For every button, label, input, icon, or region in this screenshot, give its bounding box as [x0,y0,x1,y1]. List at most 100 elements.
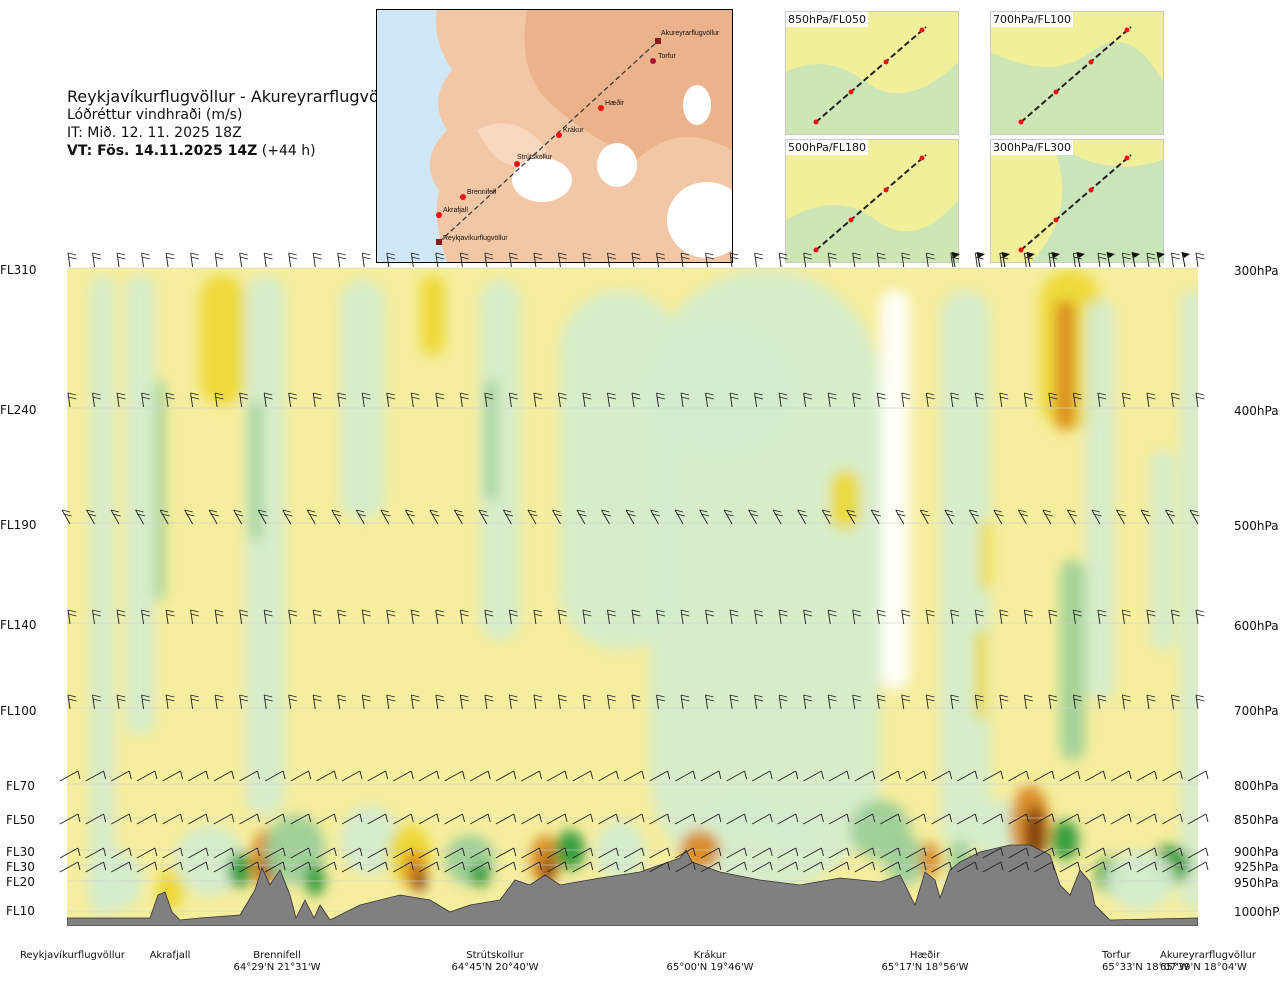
wind-barb [623,861,645,873]
barb-staff [85,861,104,873]
barb-staff [367,770,386,782]
barb-feather [509,694,518,698]
wind-barb [598,813,619,825]
barb-staff [777,770,797,782]
barb-staff [777,861,797,873]
barb-staff [453,509,463,525]
wp-label-haedir: Hæðir [605,99,625,107]
barb-feather [282,509,291,513]
barb-feather [307,509,316,513]
barb-feather [641,861,645,871]
mini-map-500[interactable]: 500hPa/FL180 [785,139,959,263]
barb-feather [877,392,886,396]
barb-staff [214,252,218,268]
barb-staff [141,609,145,625]
wind-barb [136,847,158,859]
barb-feather [154,770,158,780]
barb-feather [257,813,260,823]
wind-barb [854,770,876,782]
wind-barb [1097,252,1107,268]
barb-feather [282,861,286,871]
barb-feather [803,252,812,256]
field-streak [200,275,245,405]
field-streak [880,290,910,690]
barb-staff [1097,392,1101,408]
barb-staff [111,861,130,873]
barb-feather [1147,698,1156,702]
barb-staff [852,252,856,268]
barb-staff [797,509,807,525]
barb-staff [870,509,880,525]
wind-barb [700,847,722,859]
barb-staff [316,861,335,873]
barb-staff [999,392,1003,408]
barb-staff [1136,813,1155,825]
barb-staff [931,847,950,859]
barb-feather [877,252,886,256]
barb-feather [754,613,764,617]
barb-staff [951,251,956,268]
barb-feather [485,698,494,702]
barb-staff [1195,392,1199,408]
wind-barb [777,770,799,782]
wp-label-reykjavik: Reykjavíkurflugvöllur [443,235,508,242]
mini-map-850[interactable]: 850hPa/FL050 [785,11,959,135]
barb-staff [59,770,79,782]
barb-feather [923,847,927,857]
field-streak [155,380,165,600]
barb-staff [136,847,156,859]
barb-staff [527,509,537,525]
barb-feather [754,396,764,400]
barb-staff [1001,251,1006,268]
barb-feather [877,694,886,698]
wind-barb [852,694,862,710]
barb-staff [656,694,659,710]
barb-staff [876,252,880,268]
barb-staff [184,509,193,525]
wind-barb [1121,694,1131,710]
barb-staff [484,694,488,710]
wind-barb [705,694,715,710]
barb-staff [656,252,659,268]
barb-staff [533,694,537,710]
barb-feather [1000,847,1004,857]
mini-map-300[interactable]: 300hPa/FL300 [990,139,1164,263]
barb-feather [288,396,298,400]
barb-feather [1024,392,1033,396]
wind-barb [876,609,886,625]
barb-staff [1165,509,1174,525]
wind-barb [429,509,440,525]
barb-feather [460,256,469,260]
barb-staff [1187,861,1207,873]
barb-feather [744,861,747,871]
barb-feather [1171,392,1180,396]
wind-barb [1162,847,1183,859]
barb-feather [1098,396,1107,400]
barb-staff [213,861,233,873]
mini-map-canvas [786,26,958,134]
barb-feather [926,613,935,617]
barb-feather [1073,396,1082,400]
wind-barb [116,609,126,625]
barb-staff [306,509,316,525]
barb-feather [615,770,619,780]
barb-feather [1117,513,1127,517]
barb-staff [136,861,156,873]
barb-feather [1195,694,1205,698]
barb-feather [583,613,592,617]
barb-feather [436,256,445,260]
barb-feather [190,609,199,613]
field-streak [980,520,990,590]
barb-staff [239,392,243,408]
wind-barb [723,509,734,525]
barb-staff [1048,392,1052,408]
wind-barb [213,847,235,859]
barb-feather [701,513,710,517]
route-inset-map[interactable]: Akureyrarflugvöllur Torfur Hæðir Krákur … [376,9,733,263]
mini-map-700[interactable]: 700hPa/FL100 [990,11,1164,135]
barb-feather [558,694,567,698]
barb-feather [803,396,813,400]
barb-staff [1136,847,1155,859]
barb-feather [1051,770,1055,780]
barb-staff [213,813,233,825]
